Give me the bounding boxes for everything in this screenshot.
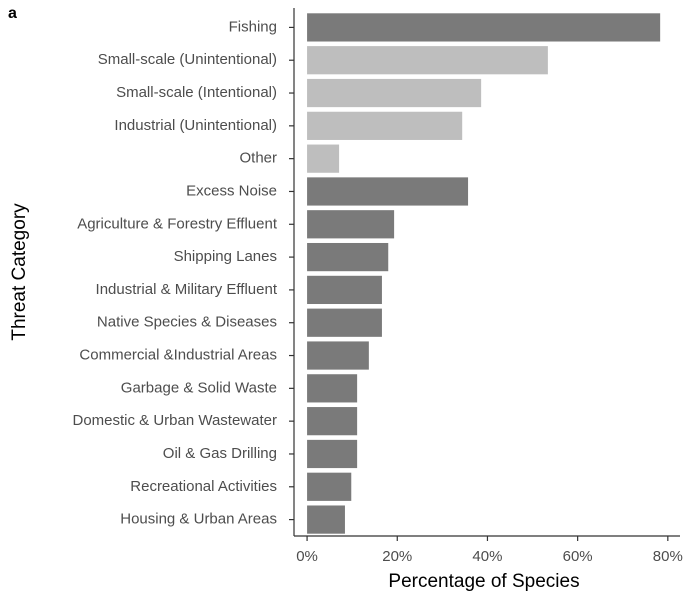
bar [307, 242, 389, 272]
y-tick-label: Excess Noise [186, 182, 277, 199]
bar [307, 275, 382, 305]
y-axis-title: Threat Category [9, 203, 30, 341]
bar [307, 78, 482, 108]
y-tick-label: Recreational Activities [130, 478, 277, 495]
y-tick-label: Garbage & Solid Waste [121, 379, 277, 396]
bar [307, 374, 358, 403]
bar [307, 407, 358, 436]
y-tick-label: Small-scale (Unintentional) [98, 51, 277, 68]
x-tick-label: 40% [472, 548, 502, 565]
bar [307, 472, 352, 501]
y-tick-label: Shipping Lanes [174, 248, 277, 265]
y-tick-label: Domestic & Urban Wastewater [72, 412, 277, 429]
bar [307, 177, 469, 206]
y-tick-label: Agriculture & Forestry Effluent [77, 215, 278, 232]
bar [307, 111, 463, 140]
y-tick-label: Small-scale (Intentional) [116, 84, 277, 101]
y-tick-label: Industrial (Unintentional) [114, 117, 277, 134]
bar [307, 505, 345, 534]
x-tick-label: 0% [296, 548, 318, 565]
bar [307, 46, 548, 75]
bar [307, 210, 395, 239]
y-tick-label: Fishing [229, 18, 277, 35]
bar [307, 144, 340, 173]
bar [307, 308, 382, 337]
bar [307, 439, 358, 469]
y-tick-label: Industrial & Military Effluent [96, 281, 278, 298]
y-tick-label: Native Species & Diseases [97, 314, 277, 331]
x-tick-label: 80% [653, 548, 683, 565]
bar [307, 13, 661, 42]
y-tick-label: Commercial &Industrial Areas [79, 347, 277, 364]
y-tick-label: Housing & Urban Areas [120, 511, 277, 528]
y-tick-label: Oil & Gas Drilling [163, 445, 277, 462]
x-tick-label: 20% [382, 548, 412, 565]
x-axis-title: Percentage of Species [388, 571, 579, 592]
y-tick-label: Other [239, 150, 277, 167]
panel-label: a [8, 5, 17, 22]
x-tick-label: 60% [563, 548, 593, 565]
bar [307, 341, 369, 370]
